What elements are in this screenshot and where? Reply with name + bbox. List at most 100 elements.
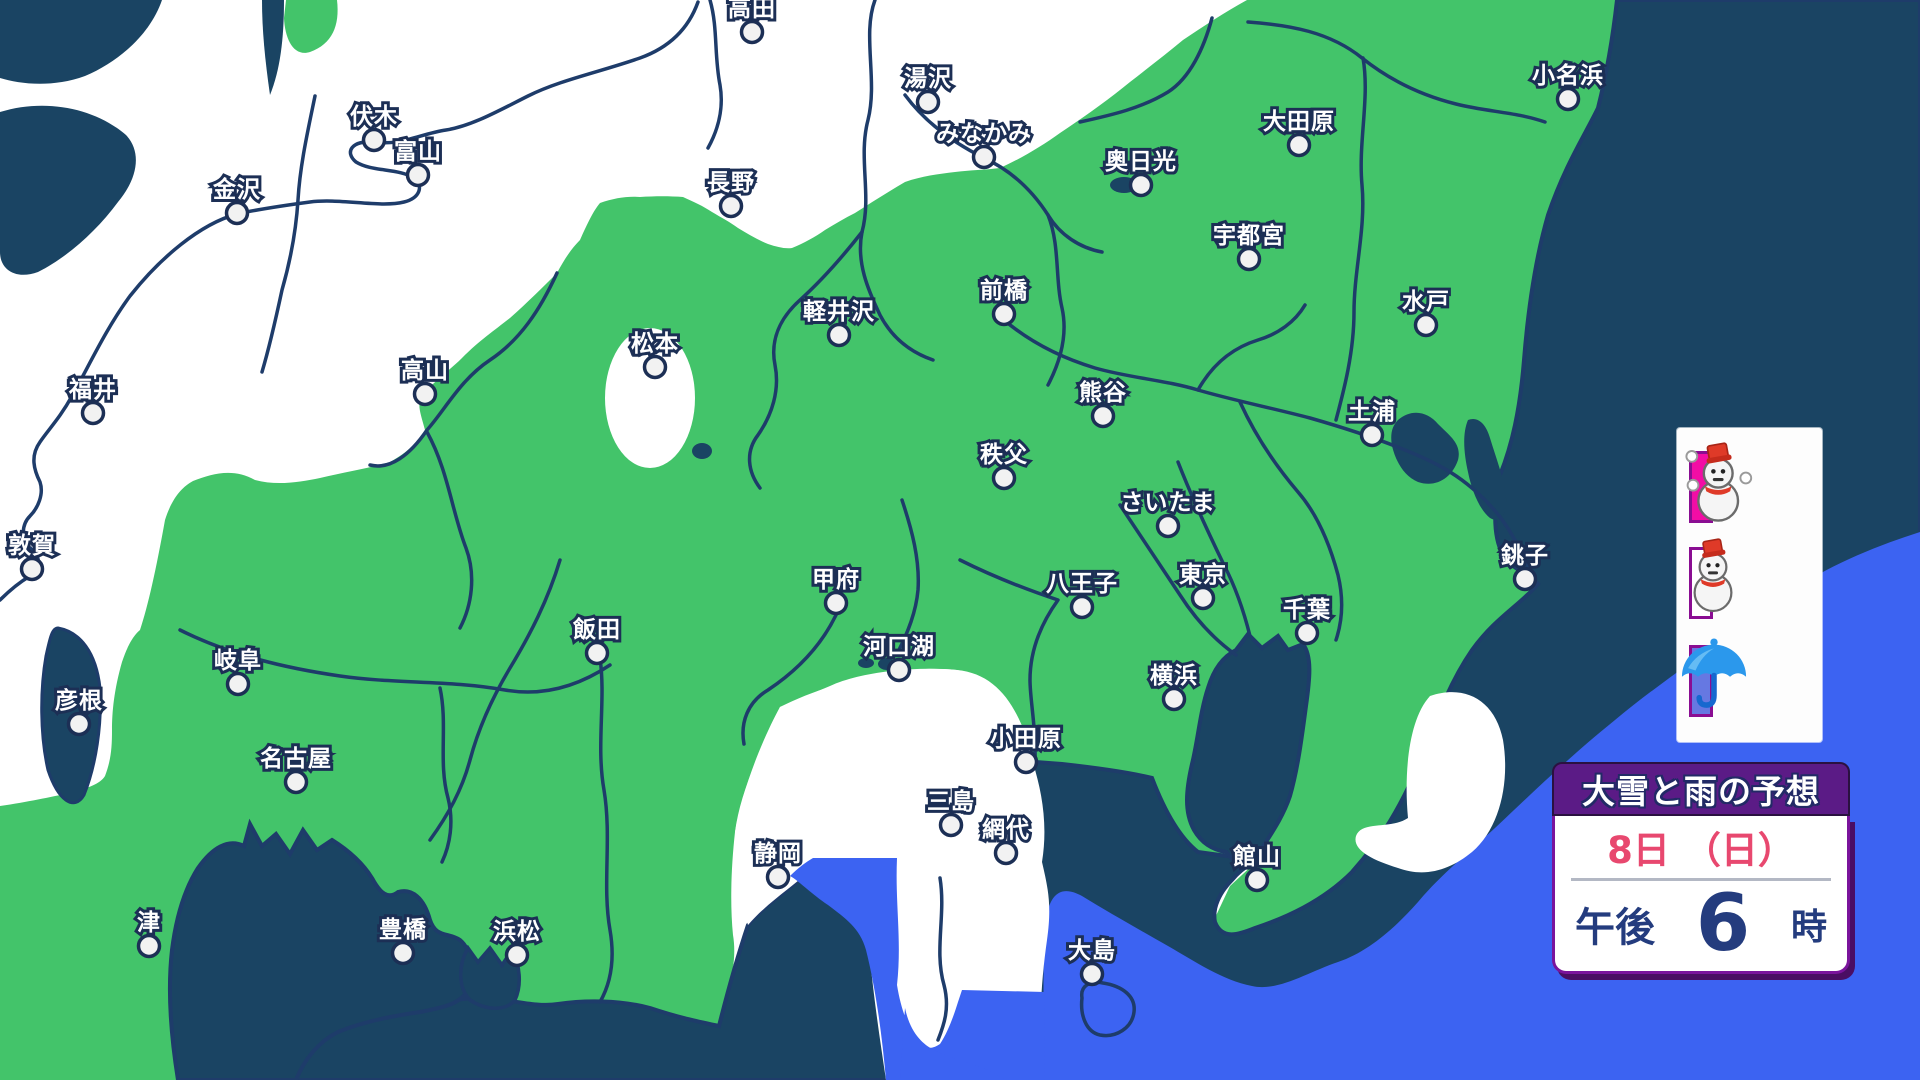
forecast-body: 8日 （日） 午後 6 時	[1552, 816, 1850, 974]
city-0: 高田	[725, 0, 778, 45]
city-label: 甲府	[812, 566, 860, 593]
city-marker	[1512, 566, 1538, 592]
city-marker	[405, 162, 431, 188]
city-marker	[361, 127, 387, 153]
city-marker	[1294, 620, 1320, 646]
city-marker	[1079, 961, 1105, 987]
city-marker	[66, 711, 92, 737]
city-label: 高山	[401, 357, 449, 384]
city-label: 伏木	[350, 103, 398, 130]
legend-row-snow	[1677, 538, 1822, 628]
city-15: 土浦	[1345, 395, 1398, 448]
city-10: 長野	[704, 167, 757, 219]
city-marker	[823, 590, 849, 616]
city-label: 高田	[728, 0, 776, 22]
city-marker	[938, 812, 964, 838]
city-38: 津	[134, 906, 163, 959]
city-label: 松本	[631, 331, 679, 357]
no-precip-blob-north	[284, 0, 338, 53]
city-marker	[1244, 867, 1270, 893]
city-label: 水戸	[1402, 289, 1450, 315]
city-marker	[225, 671, 251, 697]
city-label: 東京	[1179, 561, 1227, 588]
city-25: 網代	[979, 813, 1032, 866]
city-label: 軽井沢	[803, 299, 875, 325]
city-2: みなかみ	[933, 118, 1034, 170]
city-label: 福井	[68, 377, 117, 403]
forecast-hour-unit: 時	[1790, 907, 1827, 948]
city-22: 河口湖	[860, 631, 937, 683]
city-marker	[390, 940, 416, 966]
city-20: 横浜	[1147, 660, 1200, 712]
city-41: 飯田	[569, 613, 623, 666]
city-14: さいたま	[1117, 487, 1218, 539]
city-marker	[224, 200, 250, 226]
city-label: 網代	[982, 816, 1030, 843]
city-label: 静岡	[754, 840, 802, 867]
forecast-date-row: 8日 （日）	[1555, 816, 1847, 878]
city-marker	[1286, 132, 1312, 158]
city-marker	[19, 556, 45, 582]
city-label: さいたま	[1120, 490, 1215, 516]
city-label: 岐阜	[214, 647, 262, 674]
city-label: 熊谷	[1079, 379, 1127, 406]
snow-hole-matsumoto	[605, 328, 695, 468]
city-6: 宇都宮	[1210, 219, 1287, 272]
city-24: 三島	[924, 785, 977, 838]
city-37: 名古屋	[257, 742, 334, 795]
city-label: 小田原	[990, 726, 1062, 752]
city-marker	[80, 400, 106, 426]
ise-bay	[168, 818, 474, 1080]
city-marker	[886, 657, 912, 683]
city-35: 彦根	[52, 684, 105, 737]
sea-of-japan-corner	[0, 0, 162, 84]
city-label: 浜松	[493, 919, 541, 945]
city-label: 飯田	[572, 616, 621, 643]
city-39: 豊橋	[376, 913, 429, 966]
city-marker	[1069, 594, 1095, 620]
forecast-title: 大雪と雨の予想	[1552, 762, 1850, 816]
city-label: みなかみ	[936, 121, 1032, 147]
city-30: 伏木	[347, 100, 400, 153]
city-marker	[991, 465, 1017, 491]
city-marker	[504, 942, 530, 968]
city-label: 金沢	[212, 176, 261, 203]
city-9: 軽井沢	[800, 296, 877, 348]
city-label: 津	[137, 909, 161, 936]
city-marker	[739, 19, 765, 45]
city-marker	[971, 144, 997, 170]
city-marker	[1359, 422, 1385, 448]
city-marker	[1013, 749, 1039, 775]
city-label: 八王子	[1046, 571, 1118, 597]
snow-patch-offshore	[1355, 692, 1506, 873]
city-label: 前橋	[980, 277, 1028, 304]
city-marker	[1090, 403, 1116, 429]
city-marker	[1413, 312, 1439, 338]
city-28: 大島	[1065, 934, 1118, 987]
city-label: 千葉	[1283, 597, 1331, 623]
city-marker	[1161, 686, 1187, 712]
city-marker	[993, 840, 1019, 866]
city-marker	[765, 864, 791, 890]
city-label: 三島	[927, 788, 975, 815]
forecast-date: 8日	[1607, 829, 1670, 872]
city-34: 敦賀	[5, 529, 58, 582]
city-7: 水戸	[1399, 286, 1452, 338]
city-12: 熊谷	[1076, 376, 1129, 429]
city-4: 大田原	[1260, 106, 1337, 158]
city-label: 宇都宮	[1213, 222, 1285, 249]
city-marker	[412, 381, 438, 407]
city-27: 館山	[1230, 840, 1283, 893]
city-label: 河口湖	[863, 634, 935, 660]
tokyo-bay	[1185, 630, 1312, 871]
rain-region-suruga	[790, 858, 1045, 1080]
city-marker	[1155, 513, 1181, 539]
city-29: 高山	[398, 354, 451, 407]
legend-row-heavy-snow	[1677, 442, 1822, 532]
city-label: 銚子	[1501, 542, 1549, 569]
rain-umbrella-icon	[1681, 638, 1807, 723]
city-marker	[718, 193, 744, 219]
city-5: 奥日光	[1102, 145, 1179, 198]
city-label: 秩父	[980, 442, 1028, 468]
city-label: 彦根	[55, 687, 103, 714]
